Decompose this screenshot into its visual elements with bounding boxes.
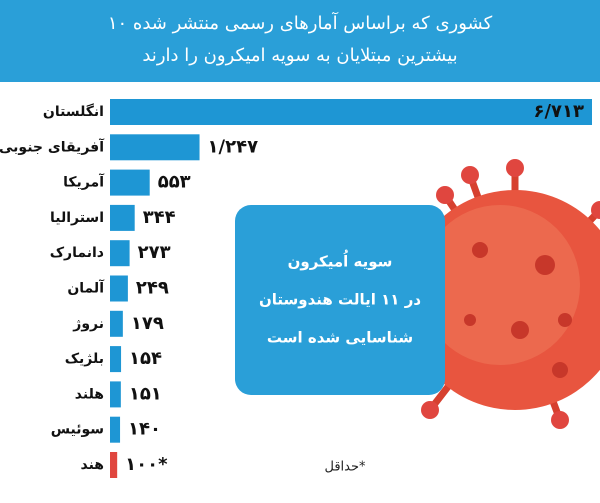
- category-label: آلمان: [67, 279, 105, 297]
- value-label: ۳۴۴: [143, 207, 176, 228]
- category-label: هند: [80, 457, 104, 473]
- bar: [110, 204, 135, 231]
- value-label: ۱۵۴: [129, 348, 162, 369]
- value-label: ۱۷۹: [131, 313, 164, 334]
- value-label: ۱۵۱: [129, 383, 162, 404]
- value-label: ۱/۲۴۷: [208, 136, 259, 157]
- value-label: ۱۴۰: [128, 419, 161, 440]
- annotation-line: سویه اُمیکرون: [288, 250, 393, 270]
- chart-title: ۱۰ کشوری که براساس آمارهای رسمی منتشر شد…: [108, 11, 493, 34]
- value-label: ۲۷۳: [138, 242, 171, 263]
- category-label: استرالیا: [50, 210, 104, 226]
- category-label: هلند: [75, 386, 104, 402]
- value-label: ۲۴۹: [136, 278, 169, 299]
- bar: [110, 99, 592, 125]
- bar: [110, 134, 200, 161]
- bar: [110, 346, 122, 373]
- bar: [110, 275, 128, 302]
- category-label: دانمارک: [50, 245, 104, 261]
- bar: [110, 452, 118, 478]
- annotation-line: شناسایی شده است: [267, 329, 413, 347]
- annotation-box: [235, 205, 445, 395]
- footnote: حداقل*: [324, 460, 366, 475]
- category-label: آفریقای جنوبی: [0, 137, 105, 155]
- category-label: انگلستان: [43, 103, 104, 120]
- value-label: ۶/۷۱۳: [533, 101, 584, 122]
- category-label: نروژ: [72, 316, 104, 332]
- bar: [110, 240, 130, 267]
- bar: [110, 169, 150, 196]
- bar: [110, 381, 121, 408]
- header-background: [0, 0, 600, 82]
- bar: [110, 416, 121, 443]
- category-label: سوئیس: [51, 422, 104, 438]
- value-label: ۱۰۰*: [125, 454, 168, 475]
- chart-subtitle: بیشترین مبتلایان به سویه امیکرون را دارن…: [142, 45, 457, 66]
- annotation-line: در ۱۱ ایالت هندوستان: [259, 291, 421, 309]
- virus-illustration: [405, 159, 600, 429]
- category-label: بلژیک: [65, 351, 104, 367]
- value-label: ۵۵۳: [158, 172, 191, 193]
- category-label: آمریکا: [63, 173, 105, 191]
- bar: [110, 310, 123, 337]
